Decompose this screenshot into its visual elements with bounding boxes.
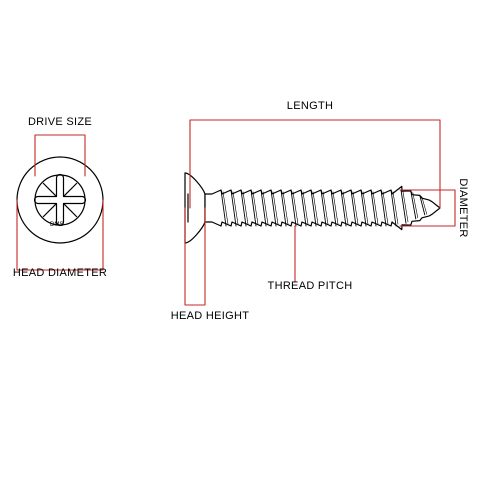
label-diameter: DIAMETER — [457, 178, 469, 237]
technical-drawing — [0, 0, 500, 500]
label-head-diameter: HEAD DIAMETER — [13, 267, 107, 279]
label-dms: DMS — [50, 222, 63, 228]
label-thread-pitch: THREAD PITCH — [268, 280, 353, 292]
label-head-height: HEAD HEIGHT — [171, 310, 249, 322]
label-drive-size: DRIVE SIZE — [28, 116, 92, 128]
diagram-stage: DRIVE SIZE HEAD DIAMETER LENGTH HEAD HEI… — [0, 0, 500, 500]
label-length: LENGTH — [287, 100, 333, 112]
